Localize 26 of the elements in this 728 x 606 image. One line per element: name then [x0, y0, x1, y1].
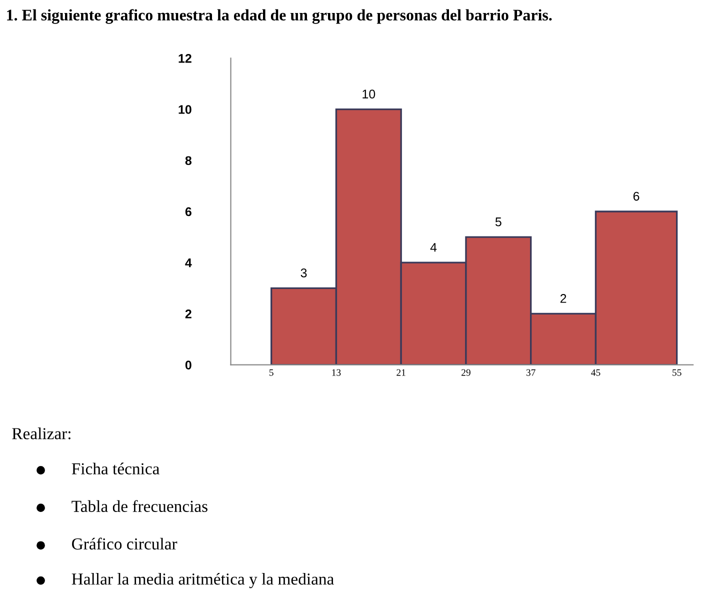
x-tick-label: 37	[526, 369, 536, 376]
text: Hallar la media aritmética y la mediana	[72, 572, 334, 588]
y-tick-label: 6	[185, 207, 192, 216]
x-tick-label: 29	[462, 369, 470, 376]
text: Gráfico circular	[72, 538, 178, 550]
data-label: 3	[300, 268, 307, 278]
data-label: 6	[633, 192, 640, 201]
y-tick-label: 4	[185, 258, 192, 268]
y-tick-label: 12	[178, 54, 192, 63]
y-tick-label: 2	[185, 310, 192, 318]
y-tick-label: 0	[185, 360, 192, 370]
x-tick-label: 45	[591, 369, 600, 376]
x-tick-label: 13	[332, 369, 341, 376]
x-tick-label: 55	[672, 369, 682, 376]
x-tick-label: 5	[269, 369, 274, 376]
text: Realizar:	[12, 428, 70, 440]
chart-title: 1. El siguiente grafico muestra la edad de un grupo de personas del barrio Paris.	[7, 9, 552, 24]
y-tick-label: 8	[185, 156, 192, 166]
x-tick-label: 21	[396, 369, 406, 376]
y-tick-label: 10	[178, 105, 192, 114]
data-label: 4	[430, 243, 437, 252]
data-label: 5	[495, 218, 502, 226]
data-label: 2	[560, 294, 566, 303]
text: Tabla de frecuencias	[72, 500, 208, 512]
text: Ficha técnica	[72, 462, 160, 474]
data-label: 10	[362, 90, 376, 98]
